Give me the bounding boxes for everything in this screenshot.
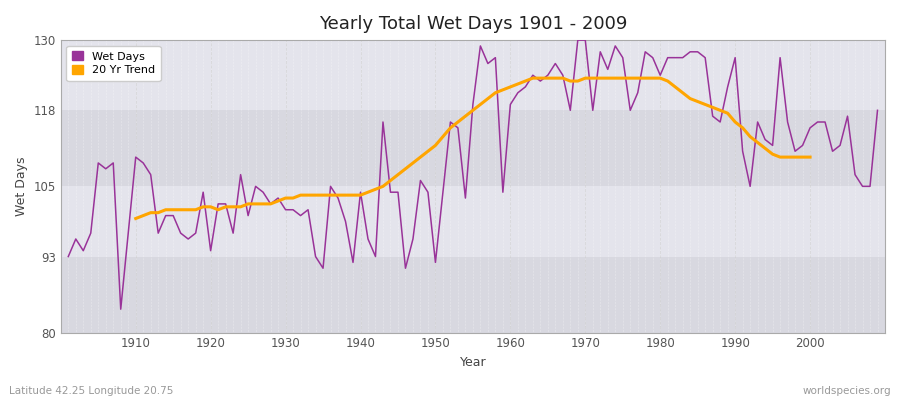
Bar [61, 186, 885, 256]
Text: Latitude 42.25 Longitude 20.75: Latitude 42.25 Longitude 20.75 [9, 386, 174, 396]
Bar [61, 256, 885, 332]
Title: Yearly Total Wet Days 1901 - 2009: Yearly Total Wet Days 1901 - 2009 [319, 15, 627, 33]
Legend: Wet Days, 20 Yr Trend: Wet Days, 20 Yr Trend [67, 46, 160, 81]
Y-axis label: Wet Days: Wet Days [15, 156, 28, 216]
Bar [61, 40, 885, 110]
Bar [61, 110, 885, 186]
Text: worldspecies.org: worldspecies.org [803, 386, 891, 396]
X-axis label: Year: Year [460, 356, 486, 369]
